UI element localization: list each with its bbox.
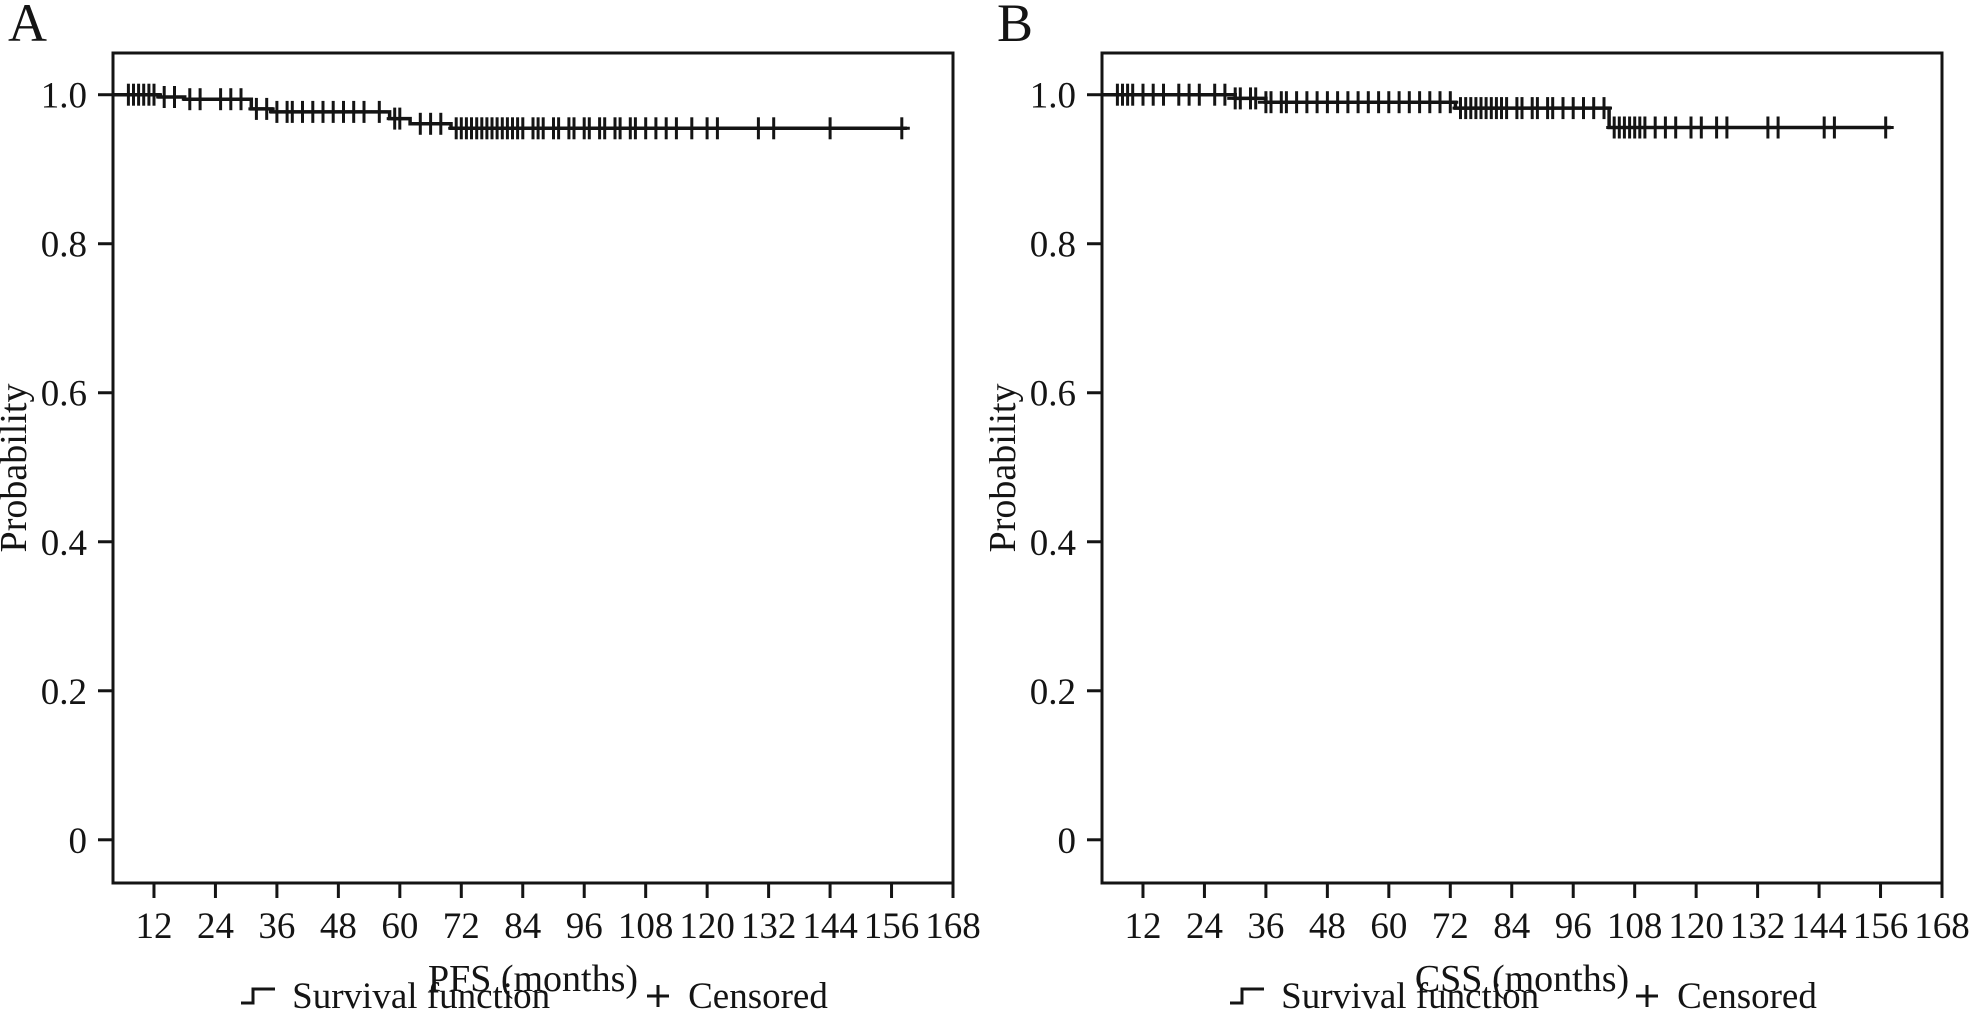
survival-step-icon	[241, 987, 276, 1005]
x-tick-label: 120	[679, 906, 735, 947]
y-tick-label: 0.6	[1030, 374, 1076, 415]
x-tick-label: 60	[1370, 906, 1407, 947]
y-tick-label: 0.4	[1030, 523, 1076, 564]
censored-plus-icon	[1636, 985, 1659, 1007]
y-tick-label: 0.6	[41, 374, 87, 415]
legend-item-survival: Survival function	[238, 975, 550, 1018]
legend-a: Survival function Censored	[113, 975, 953, 1018]
x-tick-label: 12	[1124, 906, 1161, 947]
x-tick-label: 108	[1607, 906, 1663, 947]
survival-step-icon	[1230, 987, 1265, 1005]
y-tick-label: 0.4	[41, 523, 87, 564]
x-tick-label: 168	[925, 906, 981, 947]
x-tick-label: 12	[135, 906, 172, 947]
x-tick-label: 120	[1668, 906, 1724, 947]
x-axis-label: PFS (months)	[428, 958, 638, 1000]
y-axis: 0 0.2 0.4 0.6 0.8 1.0	[1030, 76, 1102, 862]
x-tick-label: 132	[741, 906, 797, 947]
legend-item-censored: Censored	[642, 975, 828, 1018]
legend-censored-label: Censored	[1677, 975, 1817, 1017]
x-tick-label: 24	[197, 906, 234, 947]
panel-b-label: B	[997, 0, 1034, 53]
y-tick-label: 0.8	[1030, 225, 1076, 266]
km-plot-pfs: 12 24 36 48 60 72 84 96 108 120 132 144 156 168 0 0.2 0.…	[0, 51, 981, 1000]
legend-item-censored: Censored	[1631, 975, 1817, 1018]
x-tick-label: 84	[504, 906, 541, 947]
x-tick-label: 48	[320, 906, 357, 947]
y-tick-label: 0.8	[41, 225, 87, 266]
x-tick-label: 24	[1186, 906, 1223, 947]
y-axis-label: Probability	[0, 384, 35, 553]
x-tick-label: 36	[258, 906, 295, 947]
y-tick-label: 0	[69, 821, 88, 862]
legend-survival-label: Survival function	[292, 975, 551, 1017]
x-tick-label: 60	[381, 906, 418, 947]
y-tick-label: 0.2	[41, 672, 87, 713]
plot-box	[111, 51, 955, 885]
x-tick-label: 156	[864, 906, 920, 947]
x-tick-label: 48	[1309, 906, 1346, 947]
censored-plus-icon	[647, 985, 670, 1007]
legend-b: Survival function Censored	[1102, 975, 1942, 1018]
y-axis: 0 0.2 0.4 0.6 0.8 1.0	[41, 76, 113, 862]
legend-censored-label: Censored	[688, 975, 828, 1017]
x-tick-label: 72	[443, 906, 480, 947]
x-axis: 12 24 36 48 60 72 84 96 108 120 132 144 156 168	[135, 883, 981, 947]
x-tick-label: 96	[1555, 906, 1592, 947]
x-tick-label: 168	[1914, 906, 1970, 947]
x-tick-label: 96	[566, 906, 603, 947]
x-tick-label: 84	[1493, 906, 1530, 947]
censored-marks	[1109, 83, 1894, 139]
plot-box	[1100, 51, 1944, 885]
y-tick-label: 1.0	[1030, 76, 1076, 117]
panel-b: B 12 24 36 48 60 72 84 96 108 120 132 144 156 168 0 0.2…	[989, 0, 1978, 1018]
x-tick-label: 72	[1432, 906, 1469, 947]
x-axis-label: CSS (months)	[1415, 958, 1629, 1000]
x-tick-label: 36	[1247, 906, 1284, 947]
panel-a: A 12 24 36 48 60 72 84 96 108 120 132 144 156 168 0 0.2…	[0, 0, 989, 1018]
y-axis-label: Probability	[989, 384, 1024, 553]
x-tick-label: 144	[802, 906, 858, 947]
y-tick-label: 0.2	[1030, 672, 1076, 713]
x-tick-label: 132	[1730, 906, 1786, 947]
y-tick-label: 0	[1058, 821, 1077, 862]
x-tick-label: 108	[618, 906, 674, 947]
x-tick-label: 144	[1791, 906, 1847, 947]
km-plot-css: 12 24 36 48 60 72 84 96 108 120 132 144 156 168 0 0.2 0.…	[989, 51, 1970, 1000]
legend-item-survival: Survival function	[1227, 975, 1539, 1018]
x-axis: 12 24 36 48 60 72 84 96 108 120 132 144 156 168	[1124, 883, 1970, 947]
panel-a-label: A	[8, 0, 47, 53]
censored-marks	[120, 83, 910, 140]
x-tick-label: 156	[1853, 906, 1909, 947]
y-tick-label: 1.0	[41, 76, 87, 117]
legend-survival-label: Survival function	[1281, 975, 1540, 1017]
